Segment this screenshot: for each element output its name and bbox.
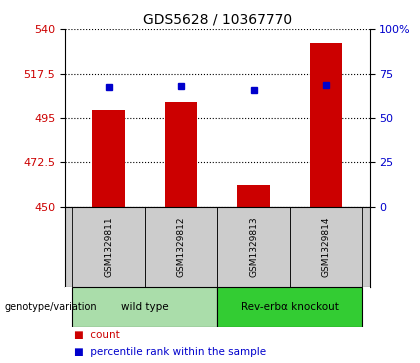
Text: GSM1329812: GSM1329812 xyxy=(176,217,186,277)
Bar xyxy=(237,185,270,207)
Bar xyxy=(72,287,218,327)
Text: ■  count: ■ count xyxy=(74,330,119,340)
Text: GSM1329813: GSM1329813 xyxy=(249,216,258,277)
Text: GSM1329814: GSM1329814 xyxy=(322,217,331,277)
Text: genotype/variation: genotype/variation xyxy=(4,302,97,312)
Text: ■  percentile rank within the sample: ■ percentile rank within the sample xyxy=(74,347,265,357)
Bar xyxy=(145,207,218,287)
Bar xyxy=(92,110,125,207)
Text: GSM1329811: GSM1329811 xyxy=(104,216,113,277)
Bar xyxy=(165,102,197,207)
Bar xyxy=(72,207,145,287)
Text: Rev-erbα knockout: Rev-erbα knockout xyxy=(241,302,339,312)
Bar xyxy=(218,287,362,327)
Bar xyxy=(310,43,342,207)
Bar xyxy=(218,207,290,287)
Title: GDS5628 / 10367770: GDS5628 / 10367770 xyxy=(143,12,292,26)
Bar xyxy=(290,207,362,287)
Text: wild type: wild type xyxy=(121,302,169,312)
